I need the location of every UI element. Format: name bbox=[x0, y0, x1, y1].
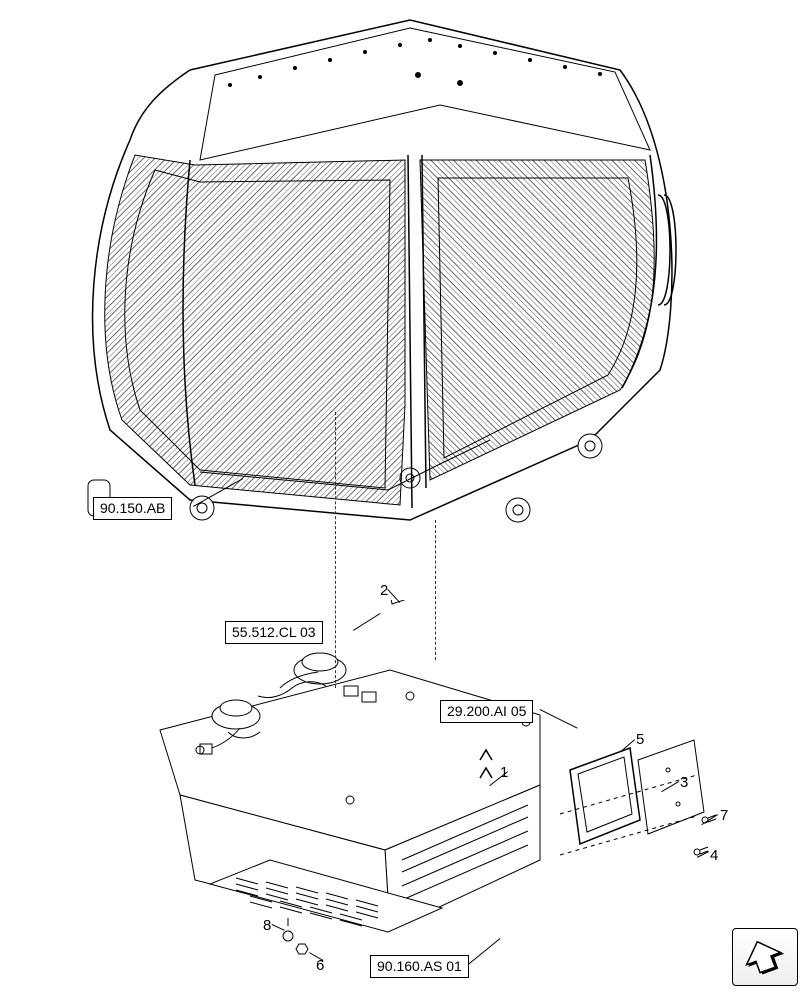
callout-num-6-text: 6 bbox=[316, 957, 324, 974]
callout-harness: 55.512.CL 03 bbox=[225, 621, 323, 644]
callout-num-8-text: 8 bbox=[263, 917, 271, 934]
callout-num-4-text: 4 bbox=[710, 847, 718, 864]
callout-num-7-text: 7 bbox=[720, 807, 728, 824]
callout-num-2-text: 2 bbox=[380, 582, 388, 599]
callout-harness-label: 55.512.CL 03 bbox=[232, 624, 316, 640]
lower-assembly-sketch bbox=[140, 600, 600, 960]
callout-num-1-text: 1 bbox=[500, 764, 508, 781]
cover-plate-group bbox=[560, 730, 740, 890]
dashed-vertical bbox=[335, 412, 336, 688]
callout-num-6: 6 bbox=[316, 958, 324, 973]
callout-floor-label: 90.160.AS 01 bbox=[377, 958, 462, 974]
callout-num-2: 2 bbox=[380, 583, 388, 598]
callout-num-5-text: 5 bbox=[636, 731, 644, 748]
callout-hydrostatic: 29.200.AI 05 bbox=[440, 700, 533, 723]
callout-floor: 90.160.AS 01 bbox=[370, 955, 469, 978]
callout-num-3: 3 bbox=[680, 775, 688, 790]
callout-cab-frame: 90.150.AB bbox=[93, 497, 172, 520]
callout-num-4: 4 bbox=[710, 848, 718, 863]
callout-hydrostatic-label: 29.200.AI 05 bbox=[447, 703, 526, 719]
callout-num-1: 1 bbox=[500, 765, 508, 780]
callout-num-3-text: 3 bbox=[680, 774, 688, 791]
expand-icon[interactable] bbox=[732, 928, 798, 986]
diagram-stage: 90.150.AB 55.512.CL 03 29.200.AI 05 90.1… bbox=[0, 0, 812, 1000]
callout-num-8: 8 bbox=[263, 918, 271, 933]
callout-cab-frame-label: 90.150.AB bbox=[100, 500, 165, 516]
callout-num-5: 5 bbox=[636, 732, 644, 747]
dashed-vertical bbox=[435, 520, 436, 660]
cab-frame-sketch bbox=[60, 10, 700, 530]
callout-num-7: 7 bbox=[720, 808, 728, 823]
